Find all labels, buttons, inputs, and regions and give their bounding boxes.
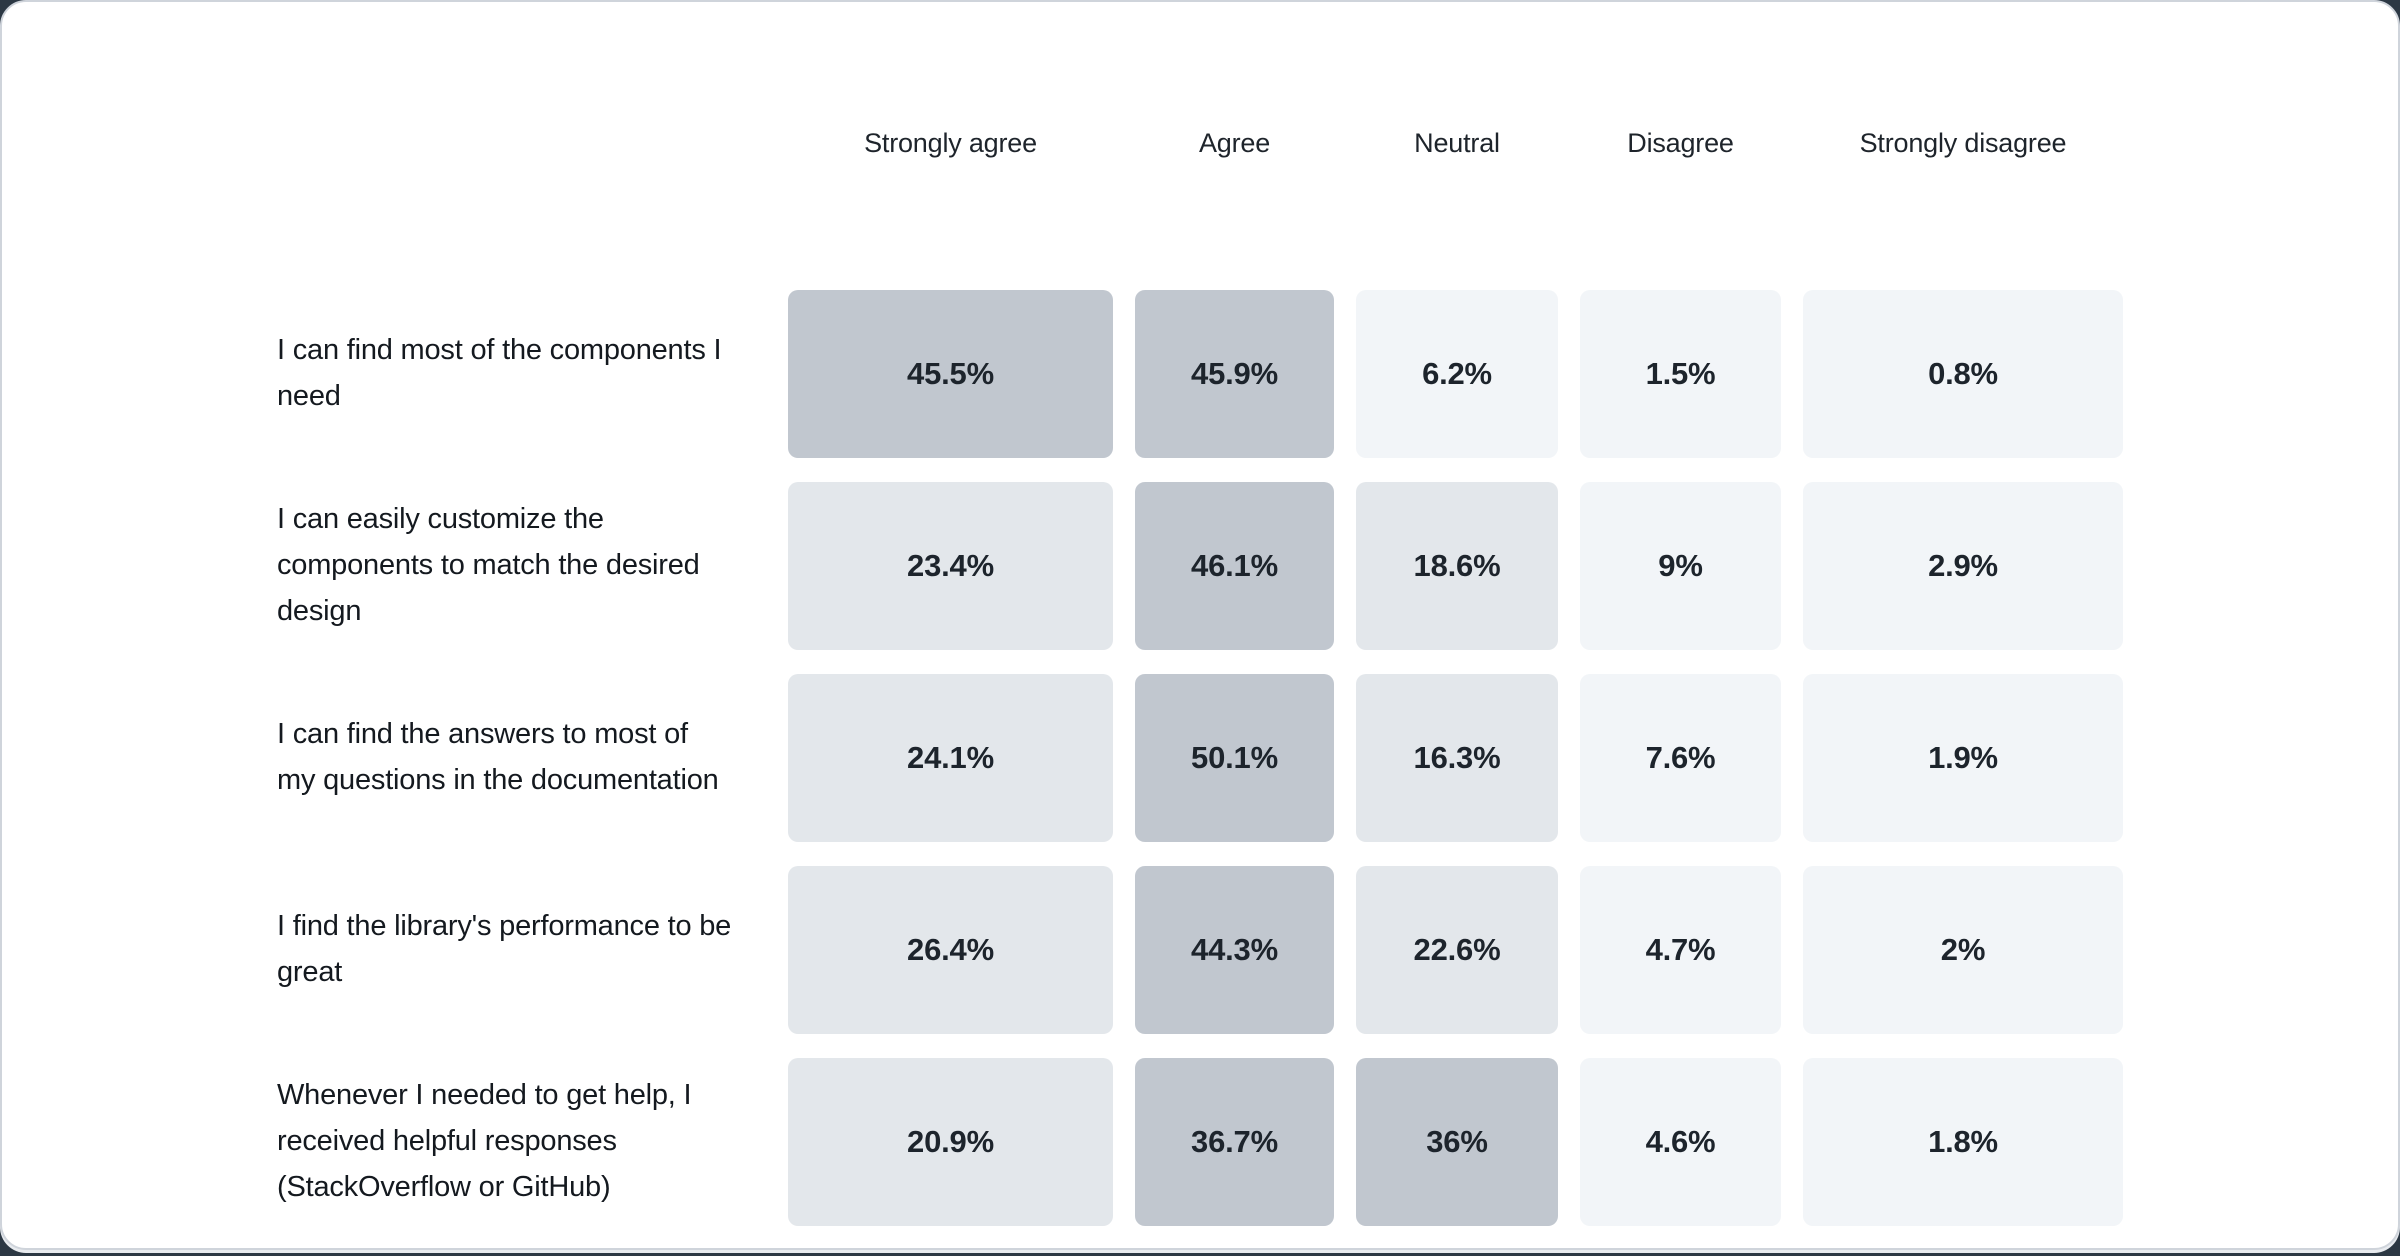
heatmap-cell-r3-c2: 50.1% <box>1135 674 1334 842</box>
column-header-2: Agree <box>1198 127 1271 158</box>
row-label-2: I can easily customize the components to… <box>277 503 700 627</box>
heatmap-cell-r3-c4: 7.6% <box>1580 674 1781 842</box>
heatmap-cell-r4-c4: 4.7% <box>1580 866 1781 1034</box>
heatmap-cell-r5-c3: 36% <box>1356 1058 1558 1226</box>
column-header-4: Disagree <box>1627 127 1734 158</box>
heatmap-cell-r4-c3: 22.6% <box>1356 866 1558 1034</box>
heatmap-cell-r3-c3: 16.3% <box>1356 674 1558 842</box>
row-label-3: I can find the answers to most of my que… <box>277 718 719 796</box>
heatmap-cell-r1-c2: 45.9% <box>1135 290 1334 458</box>
heatmap-cell-r2-c2: 46.1% <box>1135 482 1334 650</box>
heatmap-cell-r5-c1: 20.9% <box>788 1058 1113 1226</box>
heatmap-cell-r2-c5: 2.9% <box>1803 482 2123 650</box>
row-label-1: I can find most of the components I need <box>277 334 722 412</box>
heatmap-cell-r1-c4: 1.5% <box>1580 290 1781 458</box>
corner-spacer <box>277 98 766 188</box>
row-label-4: I find the library's performance to be g… <box>277 910 732 988</box>
heatmap-grid: Strongly agree Agree Neutral Disagree Strong… <box>277 98 2123 1226</box>
heatmap-cell-r3-c1: 24.1% <box>788 674 1113 842</box>
row-label-5: Whenever I needed to get help, I receive… <box>277 1079 692 1203</box>
heatmap-cell-r3-c5: 1.9% <box>1803 674 2123 842</box>
heatmap-cell-r2-c4: 9% <box>1580 482 1781 650</box>
heatmap-cell-r2-c3: 18.6% <box>1356 482 1558 650</box>
heatmap-cell-r1-c3: 6.2% <box>1356 290 1558 458</box>
heatmap-cell-r5-c2: 36.7% <box>1135 1058 1334 1226</box>
column-header-5: Strongly disagree <box>1859 127 2067 158</box>
heatmap-cell-r1-c5: 0.8% <box>1803 290 2123 458</box>
heatmap-cell-r5-c5: 1.8% <box>1803 1058 2123 1226</box>
column-header-1: Strongly agree <box>864 127 1037 158</box>
column-header-3: Neutral <box>1414 127 1500 158</box>
heatmap-cell-r5-c4: 4.6% <box>1580 1058 1781 1226</box>
heatmap-cell-r4-c5: 2% <box>1803 866 2123 1034</box>
heatmap-cell-r4-c1: 26.4% <box>788 866 1113 1034</box>
heatmap-cell-r2-c1: 23.4% <box>788 482 1113 650</box>
heatmap-cell-r4-c2: 44.3% <box>1135 866 1334 1034</box>
heatmap-cell-r1-c1: 45.5% <box>788 290 1113 458</box>
